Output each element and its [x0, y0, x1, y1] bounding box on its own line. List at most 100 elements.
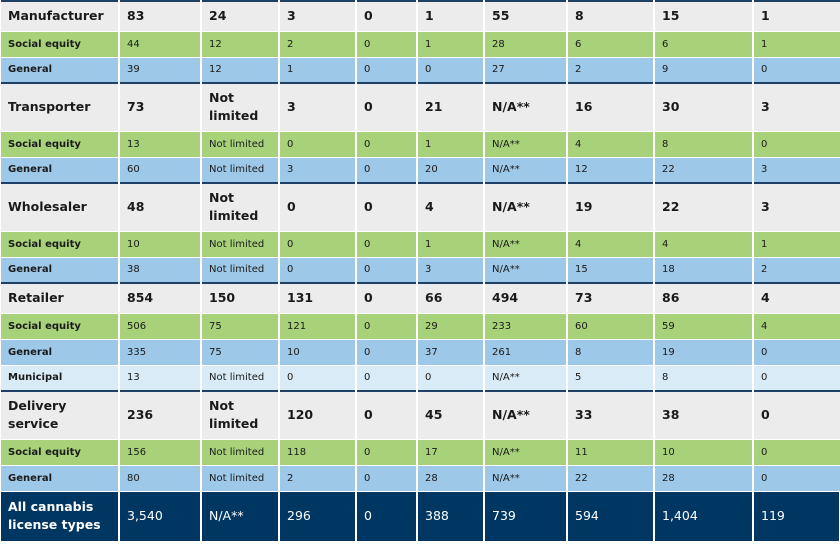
subcategory-row: General 38 Not limited 0 0 3 N/A** 15 18 2 — [1, 256, 840, 283]
table-cell: 0 — [279, 182, 357, 231]
table-cell: 44 — [119, 30, 202, 57]
table-cell: Not limited — [201, 364, 280, 391]
table-cell: 0 — [753, 364, 840, 391]
row-label: General — [1, 338, 120, 365]
table-cell: 4 — [654, 230, 754, 257]
row-label: Manufacturer — [1, 0, 120, 31]
category-row: Retailer 854 150 131 0 66 494 73 86 4 — [1, 282, 840, 313]
table-cell: 236 — [119, 390, 202, 439]
table-cell: 8 — [654, 130, 754, 157]
table-cell: 0 — [356, 230, 418, 257]
subcategory-row: General 39 12 1 0 0 27 2 9 0 — [1, 56, 840, 83]
row-label: Social equity — [1, 230, 120, 257]
category-row: Transporter 73 Not limited 3 0 21 N/A** 16 30 3 — [1, 82, 840, 131]
table-cell: N/A** — [484, 438, 568, 465]
subcategory-row: General 335 75 10 0 37 261 8 19 0 — [1, 338, 840, 365]
table-cell: 5 — [567, 364, 655, 391]
table-cell: 2 — [753, 256, 840, 283]
subcategory-row: Social equity 13 Not limited 0 0 1 N/A** 4 8 0 — [1, 130, 840, 157]
table-cell: 3,540 — [119, 490, 202, 541]
table-cell: N/A** — [484, 156, 568, 183]
table-cell: 0 — [356, 56, 418, 83]
table-cell: 75 — [201, 312, 280, 339]
table-cell: Not limited — [201, 156, 280, 183]
table-cell: 22 — [654, 182, 754, 231]
table-cell: 13 — [119, 130, 202, 157]
subcategory-row: General 80 Not limited 2 0 28 N/A** 22 28 0 — [1, 464, 840, 491]
table-cell: 739 — [484, 490, 568, 541]
table-cell: Not limited — [201, 230, 280, 257]
table-cell: 4 — [753, 312, 840, 339]
table-cell: 18 — [654, 256, 754, 283]
table-cell: 0 — [417, 56, 485, 83]
table-cell: 39 — [119, 56, 202, 83]
table-cell: 0 — [356, 438, 418, 465]
row-label: Social equity — [1, 130, 120, 157]
table-cell: 0 — [356, 364, 418, 391]
table-cell: Not limited — [201, 390, 280, 439]
table-cell: 6 — [654, 30, 754, 57]
table-cell: 119 — [753, 490, 840, 541]
table-cell: 19 — [654, 338, 754, 365]
row-label: General — [1, 464, 120, 491]
table-cell: 3 — [753, 156, 840, 183]
table-cell: 0 — [356, 256, 418, 283]
table-cell: 1 — [753, 0, 840, 31]
table-cell: 59 — [654, 312, 754, 339]
row-label: Transporter — [1, 82, 120, 131]
table-cell: 1 — [279, 56, 357, 83]
table-cell: 4 — [567, 230, 655, 257]
subcategory-row: Social equity 10 Not limited 0 0 1 N/A** 4 4 1 — [1, 230, 840, 257]
category-row: Wholesaler 48 Not limited 0 0 4 N/A** 19 22 3 — [1, 182, 840, 231]
subcategory-row: Social equity 506 75 121 0 29 233 60 59 4 — [1, 312, 840, 339]
table-cell: 75 — [201, 338, 280, 365]
table-cell: 0 — [417, 364, 485, 391]
table-cell: 0 — [279, 230, 357, 257]
table-cell: 4 — [567, 130, 655, 157]
total-row: All cannabis license types 3,540 N/A** 296 0… — [1, 490, 840, 541]
table-cell: 3 — [753, 82, 840, 131]
table-cell: Not limited — [201, 182, 280, 231]
table-cell: 21 — [417, 82, 485, 131]
table-cell: 388 — [417, 490, 485, 541]
table-cell: N/A** — [484, 182, 568, 231]
table-cell: 45 — [417, 390, 485, 439]
table-cell: 10 — [654, 438, 754, 465]
table-cell: 0 — [279, 130, 357, 157]
subcategory-row: Social equity 44 12 2 0 1 28 6 6 1 — [1, 30, 840, 57]
table-cell: 1 — [417, 30, 485, 57]
table-cell: 37 — [417, 338, 485, 365]
table-cell: 33 — [567, 390, 655, 439]
table-cell: 0 — [356, 282, 418, 313]
table-cell: 28 — [417, 464, 485, 491]
table-cell: 30 — [654, 82, 754, 131]
table-cell: N/A** — [201, 490, 280, 541]
table-cell: 66 — [417, 282, 485, 313]
table-cell: 60 — [567, 312, 655, 339]
table-cell: 233 — [484, 312, 568, 339]
table-cell: 15 — [567, 256, 655, 283]
table-cell: 120 — [279, 390, 357, 439]
table-cell: 73 — [567, 282, 655, 313]
table-cell: 0 — [753, 130, 840, 157]
table-cell: 0 — [279, 364, 357, 391]
table-cell: 118 — [279, 438, 357, 465]
table-cell: 11 — [567, 438, 655, 465]
table-cell: 121 — [279, 312, 357, 339]
table-cell: 0 — [356, 130, 418, 157]
table-cell: 0 — [753, 338, 840, 365]
table-cell: 3 — [753, 182, 840, 231]
table-cell: 0 — [753, 438, 840, 465]
row-label: Municipal — [1, 364, 120, 391]
table-cell: 854 — [119, 282, 202, 313]
subcategory-row: Social equity 156 Not limited 118 0 17 N/A** 11… — [1, 438, 840, 465]
table-cell: 4 — [753, 282, 840, 313]
subcategory-row: Municipal 13 Not limited 0 0 0 N/A** 5 8 0 — [1, 364, 840, 391]
table-cell: 0 — [356, 0, 418, 31]
table-cell: 4 — [417, 182, 485, 231]
table-cell: 80 — [119, 464, 202, 491]
row-label: Delivery service — [1, 390, 120, 439]
table-cell: N/A** — [484, 390, 568, 439]
